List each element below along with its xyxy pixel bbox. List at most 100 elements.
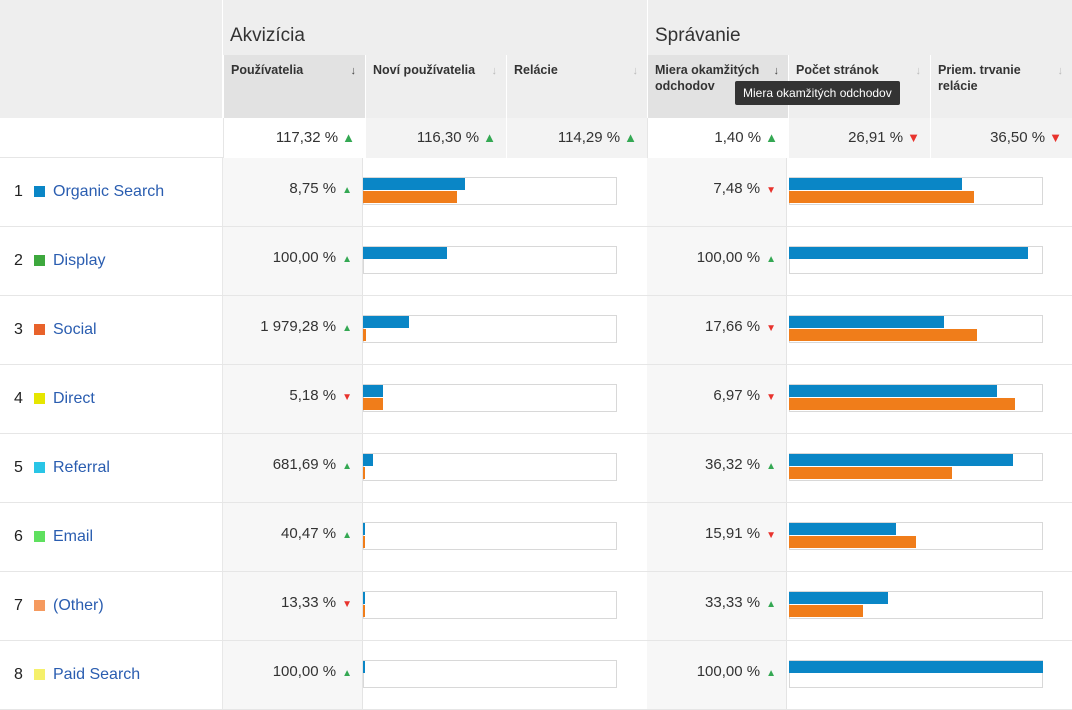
column-header-bounce-rate[interactable]: Miera okamžitých odchodov ↓ (647, 55, 788, 118)
bar-current (363, 592, 365, 604)
trend-up-icon: ▲ (766, 461, 776, 472)
users-change-cell: 8,75 % ▲ (223, 158, 363, 226)
users-comparison-bars (363, 522, 617, 550)
channel-link[interactable]: (Other) (53, 597, 104, 614)
header-spacer (0, 0, 222, 118)
users-comparison-bars (363, 453, 617, 481)
bar-current (363, 661, 365, 673)
channel-link[interactable]: Email (53, 528, 94, 545)
trend-up-icon: ▲ (483, 130, 496, 145)
bar-current (789, 661, 1043, 673)
bounce-comparison-bars (789, 315, 1043, 343)
trend-up-icon: ▲ (342, 461, 352, 472)
table-row: 2 Display 100,00 % ▲ 100,00 % ▲ (0, 227, 1072, 296)
change-value: 100,00 % (696, 663, 761, 680)
sort-arrow-icon[interactable]: ↓ (632, 65, 639, 77)
users-comparison-bars (363, 660, 617, 688)
column-header-users[interactable]: Používatelia ↓ (223, 55, 365, 118)
change-value: 8,75 % (289, 180, 337, 197)
users-comparison-bars (363, 591, 617, 619)
bar-previous (363, 329, 366, 341)
row-channel: 7 (Other) (0, 572, 223, 640)
table-row: 5 Referral 681,69 % ▲ 36,32 % ▲ (0, 434, 1072, 503)
sort-arrow-icon[interactable]: ↓ (491, 65, 498, 77)
channel-link[interactable]: Referral (53, 459, 110, 476)
sort-arrow-icon[interactable]: ↓ (773, 65, 780, 77)
sort-arrow-icon[interactable]: ↓ (350, 65, 357, 77)
channel-link[interactable]: Direct (53, 390, 95, 407)
bar-current (363, 454, 373, 466)
total-value: 1,40 % (714, 129, 762, 146)
users-change-cell: 100,00 % ▲ (223, 227, 363, 295)
legend-swatch (34, 531, 45, 542)
column-header-new-users[interactable]: Noví používatelia ↓ (365, 55, 506, 118)
bounce-comparison-bars (789, 591, 1043, 619)
channel-link[interactable]: Paid Search (53, 666, 141, 683)
total-cell: 1,40 % ▲ (647, 118, 788, 158)
bar-current (789, 592, 888, 604)
users-change-cell: 13,33 % ▼ (223, 572, 363, 640)
change-value: 100,00 % (272, 663, 337, 680)
bar-previous (363, 398, 383, 410)
trend-down-icon: ▼ (766, 323, 776, 334)
users-comparison-bars (363, 177, 617, 205)
sort-arrow-icon[interactable]: ↓ (915, 65, 922, 77)
bounce-change-cell: 7,48 % ▼ (647, 158, 787, 226)
bounce-comparison-bars (789, 453, 1043, 481)
legend-swatch (34, 462, 45, 473)
bounce-change-cell: 33,33 % ▲ (647, 572, 787, 640)
bounce-comparison-bars (789, 246, 1043, 274)
users-comparison-bars (363, 246, 617, 274)
column-header-label: Relácie (514, 63, 558, 77)
trend-up-icon: ▲ (766, 599, 776, 610)
column-header-label: Miera okamžitých odchodov (655, 63, 760, 93)
row-number: 2 (14, 252, 23, 269)
bar-current (363, 523, 365, 535)
channel-link[interactable]: Social (53, 321, 97, 338)
row-number: 3 (14, 321, 23, 338)
bar-previous (363, 536, 365, 548)
change-value: 681,69 % (272, 456, 337, 473)
users-comparison-bars (363, 384, 617, 412)
legend-swatch (34, 255, 45, 266)
change-value: 40,47 % (281, 525, 337, 542)
column-header-sessions[interactable]: Relácie ↓ (506, 55, 647, 118)
channel-link[interactable]: Display (53, 252, 106, 269)
legend-swatch (34, 324, 45, 335)
users-change-cell: 40,47 % ▲ (223, 503, 363, 571)
bar-current (789, 247, 1028, 259)
channel-link[interactable]: Organic Search (53, 183, 165, 200)
total-value: 114,29 % (557, 129, 621, 146)
change-value: 5,18 % (289, 387, 337, 404)
row-channel: 4 Direct (0, 365, 223, 433)
row-channel: 8 Paid Search (0, 641, 223, 709)
bar-current (789, 385, 997, 397)
trend-up-icon: ▲ (342, 254, 352, 265)
total-cell: 117,32 % ▲ (223, 118, 365, 158)
row-number: 7 (14, 597, 23, 614)
trend-up-icon: ▲ (766, 254, 776, 265)
column-header-label: Noví používatelia (373, 63, 476, 77)
column-header-label: Priem. trvanie relácie (938, 63, 1021, 93)
bar-current (789, 178, 962, 190)
group-behavior: Správanie (647, 0, 1072, 55)
row-channel: 2 Display (0, 227, 223, 295)
total-value: 36,50 % (990, 129, 1046, 146)
trend-up-icon: ▲ (342, 130, 355, 145)
trend-down-icon: ▼ (766, 185, 776, 196)
users-change-cell: 5,18 % ▼ (223, 365, 363, 433)
bounce-change-cell: 17,66 % ▼ (647, 296, 787, 364)
row-number: 4 (14, 390, 23, 407)
total-value: 116,30 % (416, 129, 480, 146)
table-row: 4 Direct 5,18 % ▼ 6,97 % ▼ (0, 365, 1072, 434)
trend-up-icon: ▲ (624, 130, 637, 145)
tooltip: Miera okamžitých odchodov (735, 81, 900, 105)
bounce-change-cell: 100,00 % ▲ (647, 227, 787, 295)
bar-current (363, 316, 409, 328)
bounce-change-cell: 100,00 % ▲ (647, 641, 787, 709)
legend-swatch (34, 393, 45, 404)
total-value: 117,32 % (275, 129, 339, 146)
column-header-avg-duration[interactable]: Priem. trvanie relácie ↓ (930, 55, 1072, 118)
sort-arrow-icon[interactable]: ↓ (1057, 65, 1064, 77)
total-value: 26,91 % (848, 129, 904, 146)
